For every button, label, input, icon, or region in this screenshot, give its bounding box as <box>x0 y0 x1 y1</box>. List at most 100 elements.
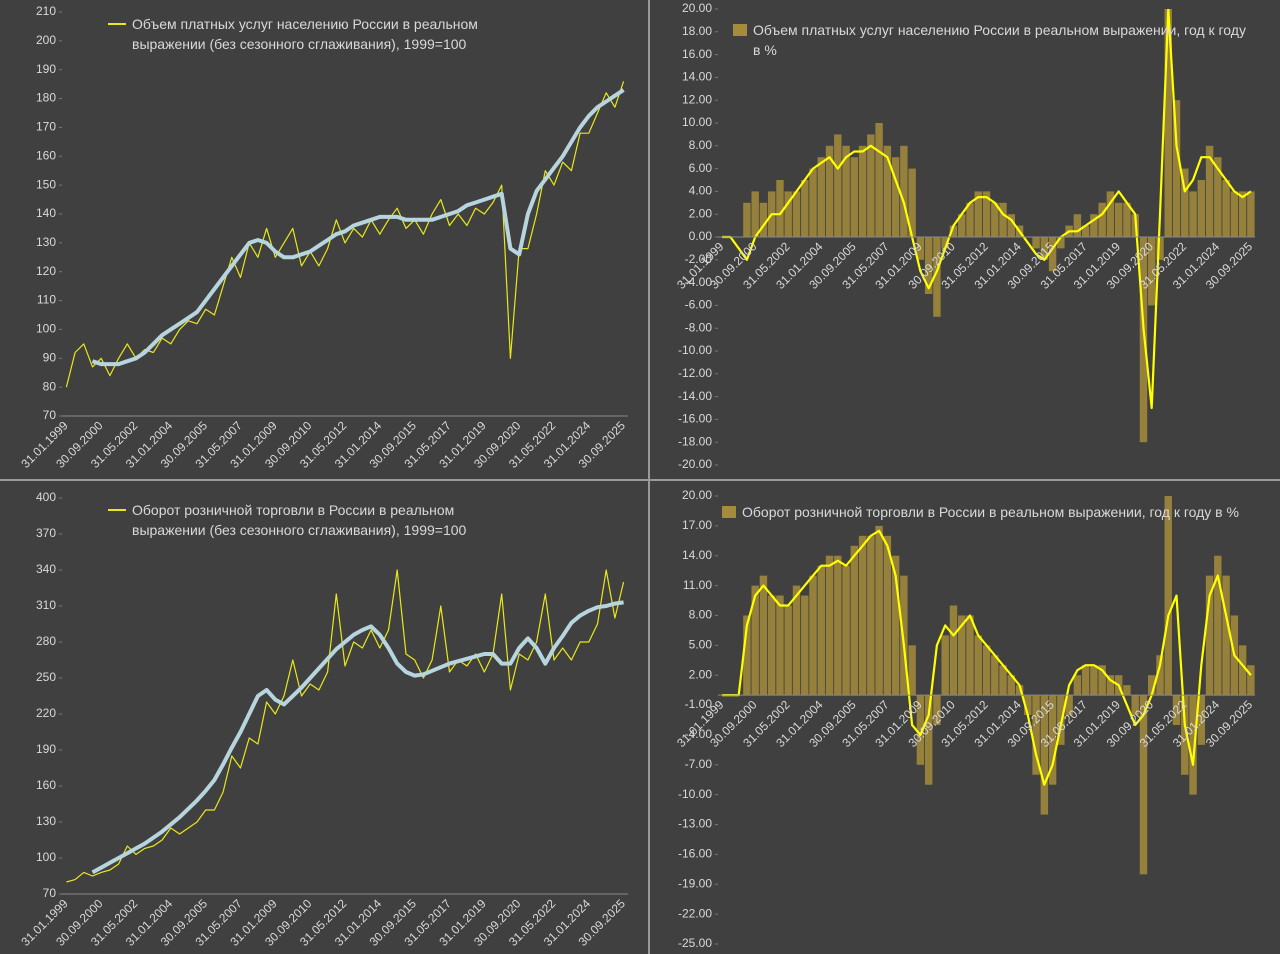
bar <box>850 157 859 237</box>
bar <box>1247 191 1255 237</box>
y-tick-label: 100 <box>36 850 56 864</box>
y-tick-label: 17.00 <box>682 518 712 532</box>
bar <box>883 535 892 696</box>
bar <box>966 202 974 237</box>
bar <box>1148 675 1156 696</box>
y-tick-label: 160 <box>36 148 56 162</box>
bar <box>1048 237 1057 272</box>
legend: Объем платных услуг населению России в р… <box>733 20 1253 60</box>
bar <box>982 191 991 237</box>
bar <box>900 575 908 696</box>
bar <box>916 695 925 765</box>
y-tick-label: 16.00 <box>682 47 712 61</box>
bar <box>924 237 933 294</box>
bar <box>1123 202 1131 237</box>
bar <box>1214 157 1222 237</box>
y-tick-label: -12.00 <box>678 366 712 380</box>
bar <box>900 145 908 237</box>
y-tick-label: -7.00 <box>685 757 713 771</box>
y-tick-label: 2.00 <box>689 667 713 681</box>
y-tick-label: 250 <box>36 670 56 684</box>
bar <box>1090 665 1098 696</box>
bar <box>999 665 1007 696</box>
bar <box>875 123 883 237</box>
bar <box>982 645 991 696</box>
bar <box>1065 695 1073 716</box>
y-tick-label: 140 <box>36 206 56 220</box>
bar <box>1181 695 1189 775</box>
series-line <box>66 569 625 883</box>
y-tick-label: 200 <box>36 33 56 47</box>
bar <box>1139 695 1148 875</box>
bar <box>842 145 850 237</box>
y-tick-label: 130 <box>36 814 56 828</box>
y-tick-label: 6.00 <box>689 161 713 175</box>
y-tick-label: 70 <box>43 886 57 900</box>
y-tick-label: -4.00 <box>685 275 713 289</box>
y-tick-label: 170 <box>36 120 56 134</box>
bar <box>891 157 900 237</box>
y-tick-label: 220 <box>36 706 56 720</box>
y-tick-label: -22.00 <box>678 906 712 920</box>
legend-swatch <box>722 506 736 518</box>
bar <box>974 635 982 696</box>
y-tick-label: -4.00 <box>685 727 713 741</box>
bar <box>751 585 759 696</box>
y-tick-label: 10.00 <box>682 115 712 129</box>
y-tick-label: -8.00 <box>685 320 713 334</box>
y-tick-label: -2.00 <box>685 252 713 266</box>
bar <box>1139 237 1148 443</box>
bar <box>1131 695 1139 716</box>
bar <box>867 535 875 696</box>
bar <box>1081 225 1090 237</box>
bar <box>1098 665 1106 696</box>
bar <box>867 134 875 237</box>
bar <box>858 535 867 696</box>
bar <box>908 168 916 237</box>
plot <box>722 496 1255 875</box>
bar <box>1106 675 1115 696</box>
bar <box>1214 555 1222 696</box>
y-tick-label: 160 <box>36 778 56 792</box>
y-tick-label: 120 <box>36 264 56 278</box>
y-tick-label: -25.00 <box>678 936 712 950</box>
y-tick-label: 80 <box>43 379 57 393</box>
series-line <box>91 600 624 875</box>
y-tick-label: 90 <box>43 350 57 364</box>
bar <box>858 145 867 237</box>
y-tick-label: -10.00 <box>678 343 712 357</box>
bar <box>1106 191 1115 237</box>
y-tick-label: -20.00 <box>678 457 712 471</box>
bar <box>809 168 817 237</box>
y-tick-label: 130 <box>36 235 56 249</box>
y-tick-label: 370 <box>36 526 56 540</box>
bar <box>743 615 751 696</box>
bar <box>891 555 900 696</box>
bar <box>842 565 850 696</box>
bar <box>825 555 834 696</box>
bar <box>924 695 933 785</box>
bar <box>933 695 941 725</box>
bar <box>916 237 925 260</box>
bar <box>1156 237 1164 260</box>
bar <box>1205 145 1214 237</box>
y-tick-label: 2.00 <box>689 206 713 220</box>
bar <box>743 202 751 237</box>
bar <box>1098 202 1106 237</box>
y-tick-label: 190 <box>36 742 56 756</box>
bar <box>801 595 809 696</box>
bar <box>957 615 966 696</box>
bar <box>933 237 941 317</box>
y-tick-label: 20.00 <box>682 488 712 502</box>
y-tick-label: -6.00 <box>685 298 713 312</box>
plot <box>66 569 625 883</box>
bar <box>1040 237 1049 260</box>
bar <box>1164 496 1172 696</box>
bar <box>1057 237 1065 249</box>
series-line <box>65 81 625 388</box>
bar <box>908 645 916 696</box>
bar <box>1081 665 1090 696</box>
bar <box>850 545 859 696</box>
legend-swatch <box>108 23 126 25</box>
